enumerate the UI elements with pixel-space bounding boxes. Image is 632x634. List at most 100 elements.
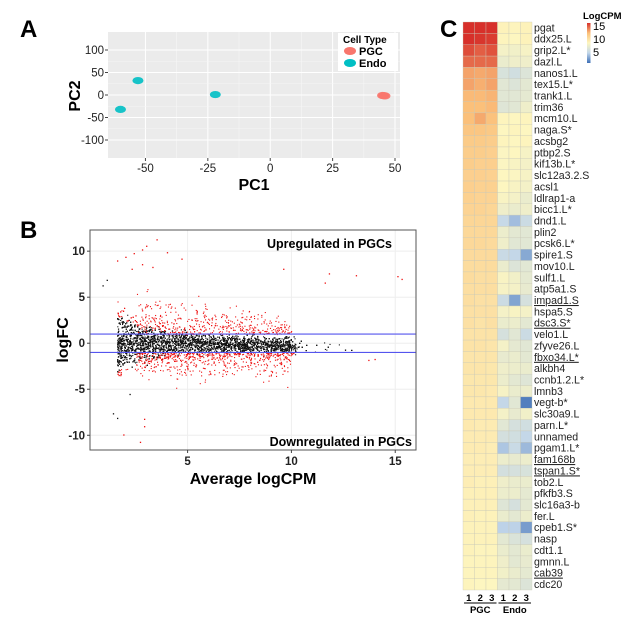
ma-point-not-significant <box>123 335 124 336</box>
ma-point-not-significant <box>143 344 144 345</box>
ma-point-not-significant <box>139 338 140 339</box>
ma-point-not-significant <box>286 336 287 337</box>
ma-point-not-significant <box>117 326 118 327</box>
ma-point-not-significant <box>316 345 317 346</box>
ma-point-not-significant <box>231 346 232 347</box>
ma-point-not-significant <box>123 338 124 339</box>
ma-point-not-significant <box>176 345 177 346</box>
ma-point-not-significant <box>161 338 162 339</box>
ma-point-not-significant <box>131 342 132 343</box>
ma-point-not-significant <box>268 346 269 347</box>
ma-point-not-significant <box>134 350 135 351</box>
ma-point-not-significant <box>285 349 286 350</box>
ma-point-not-significant <box>242 345 243 346</box>
ma-point-not-significant <box>190 349 191 350</box>
ma-point-not-significant <box>182 341 183 342</box>
ma-point-not-significant <box>252 346 253 347</box>
ma-point-not-significant <box>243 340 244 341</box>
ma-point-not-significant <box>269 346 270 347</box>
ma-point-not-significant <box>185 335 186 336</box>
ma-point-not-significant <box>238 349 239 350</box>
pca-point-endo <box>132 77 143 84</box>
ma-point-not-significant <box>137 338 138 339</box>
ma-point-not-significant <box>245 345 246 346</box>
ma-point-not-significant <box>230 339 231 340</box>
ma-point-not-significant <box>206 348 207 349</box>
ma-point-not-significant <box>280 345 281 346</box>
ma-point-not-significant <box>161 345 162 346</box>
ma-point-not-significant <box>153 339 154 340</box>
ma-point-significant <box>120 375 121 376</box>
ma-point-not-significant <box>135 341 136 342</box>
ma-point-not-significant <box>146 349 147 350</box>
ma-point-not-significant <box>227 341 228 342</box>
ma-point-not-significant <box>185 348 186 349</box>
ma-point-not-significant <box>132 345 133 346</box>
ma-point-not-significant <box>325 349 326 350</box>
ma-point-not-significant <box>287 348 288 349</box>
ma-point-not-significant <box>190 340 191 341</box>
ma-point-not-significant <box>142 340 143 341</box>
ma-point-not-significant <box>227 336 228 337</box>
ma-point-not-significant <box>133 340 134 341</box>
ma-point-not-significant <box>151 327 152 328</box>
ma-point-not-significant <box>208 345 209 346</box>
ma-point-not-significant <box>177 335 178 336</box>
ma-point-not-significant <box>267 341 268 342</box>
ma-point-not-significant <box>205 341 206 342</box>
ma-point-not-significant <box>273 348 274 349</box>
ma-point-not-significant <box>138 334 139 335</box>
ma-point-not-significant <box>257 336 258 337</box>
ma-point-not-significant <box>151 332 152 333</box>
ma-point-not-significant <box>274 349 275 350</box>
ma-point-not-significant <box>140 338 141 339</box>
ma-point-not-significant <box>154 338 155 339</box>
ma-point-not-significant <box>132 349 133 350</box>
ma-point-not-significant <box>270 345 271 346</box>
ma-point-not-significant <box>214 343 215 344</box>
ma-point-not-significant <box>155 342 156 343</box>
ma-point-not-significant <box>147 336 148 337</box>
ma-point-not-significant <box>164 341 165 342</box>
ma-point-not-significant <box>170 346 171 347</box>
ma-point-not-significant <box>178 339 179 340</box>
ma-point-not-significant <box>160 341 161 342</box>
ma-point-not-significant <box>209 336 210 337</box>
ma-point-not-significant <box>194 346 195 347</box>
ma-point-not-significant <box>122 317 123 318</box>
ma-point-not-significant <box>232 339 233 340</box>
ma-point-not-significant <box>227 350 228 351</box>
ma-point-not-significant <box>132 367 133 368</box>
ma-point-not-significant <box>163 349 164 350</box>
ma-point-not-significant <box>169 339 170 340</box>
ma-point-not-significant <box>324 342 325 343</box>
ma-point-not-significant <box>149 342 150 343</box>
ma-point-not-significant <box>143 350 144 351</box>
ma-point-not-significant <box>148 348 149 349</box>
ma-point-not-significant <box>142 343 143 344</box>
ma-point-not-significant <box>130 329 131 330</box>
ma-point-not-significant <box>261 347 262 348</box>
ma-point-not-significant <box>230 342 231 343</box>
ma-point-not-significant <box>166 335 167 336</box>
ma-point-not-significant <box>289 344 290 345</box>
ma-point-not-significant <box>218 340 219 341</box>
ma-point-not-significant <box>147 348 148 349</box>
legend-label-endo: Endo <box>359 58 387 70</box>
ma-point-not-significant <box>143 349 144 350</box>
ma-point-not-significant <box>149 351 150 352</box>
pca-point-endo <box>115 106 126 113</box>
ma-point-not-significant <box>122 327 123 328</box>
ma-point-not-significant <box>188 338 189 339</box>
ma-point-not-significant <box>277 341 278 342</box>
ma-point-not-significant <box>159 339 160 340</box>
ma-point-not-significant <box>124 346 125 347</box>
ma-point-not-significant <box>117 343 118 344</box>
ma-point-not-significant <box>273 346 274 347</box>
ma-point-not-significant <box>119 338 120 339</box>
ma-point-not-significant <box>177 349 178 350</box>
ma-point-not-significant <box>249 350 250 351</box>
ma-point-not-significant <box>129 362 130 363</box>
ma-point-not-significant <box>139 328 140 329</box>
ma-point-not-significant <box>128 326 129 327</box>
